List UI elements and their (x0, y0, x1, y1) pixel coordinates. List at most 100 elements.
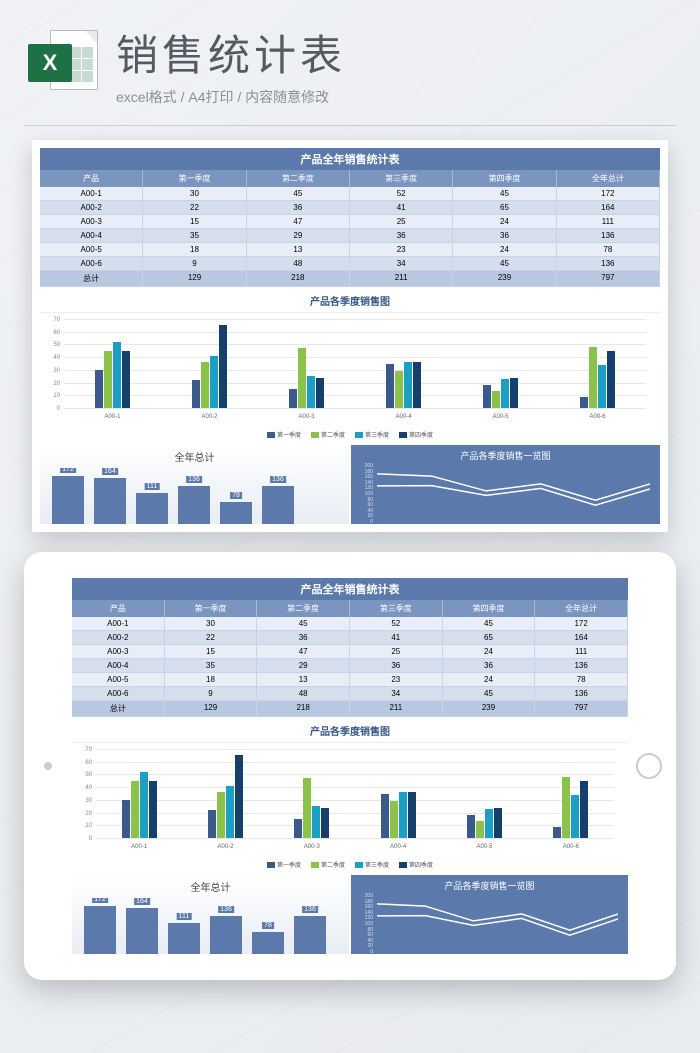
table-cell: 164 (535, 631, 628, 645)
x-tick-label: A00-3 (304, 844, 320, 850)
bar (485, 809, 493, 838)
bar (589, 347, 597, 408)
total-bar-label: 136 (270, 476, 286, 483)
table-cell: 34 (350, 687, 443, 701)
total-bar: 136 (178, 486, 210, 524)
line-chart-svg (377, 466, 650, 522)
table-cell: 211 (350, 701, 443, 717)
bar-chart-legend: 第一季度第二季度第三季度第四季度 (40, 428, 660, 443)
table-cell: A00-5 (72, 673, 165, 687)
bar (201, 362, 209, 408)
line-y-label: 0 (353, 519, 373, 525)
legend-item: 第一季度 (267, 430, 301, 439)
table-header-cell: 第一季度 (143, 170, 246, 187)
bar (510, 378, 518, 409)
bar (321, 808, 329, 839)
table-cell: 29 (257, 659, 350, 673)
y-tick-label: 70 (44, 317, 60, 323)
table-cell: 22 (165, 631, 258, 645)
bar (219, 325, 227, 408)
y-tick-label: 30 (44, 368, 60, 374)
excel-icon-letter: X (28, 44, 72, 82)
preview-tablet: 产品全年销售统计表产品第一季度第二季度第三季度第四季度全年总计A00-13045… (24, 552, 676, 980)
table-cell: 136 (535, 687, 628, 701)
table-header-cell: 第二季度 (257, 600, 350, 617)
total-bar: 172 (52, 476, 84, 524)
table-cell: 45 (443, 617, 536, 631)
total-bar-label: 136 (218, 906, 234, 913)
bar (316, 378, 324, 409)
table-cell: 9 (143, 257, 246, 271)
table-cell: 45 (247, 187, 350, 201)
table-cell: 78 (535, 673, 628, 687)
table-cell: 65 (453, 201, 556, 215)
x-tick-label: A00-6 (589, 414, 605, 420)
y-tick-label: 40 (76, 785, 92, 791)
table-cell: 164 (557, 201, 660, 215)
total-bar: 111 (168, 923, 200, 954)
bar (494, 808, 502, 839)
table-cell: 41 (350, 201, 453, 215)
table-header-cell: 第一季度 (165, 600, 258, 617)
table-cell: 52 (350, 617, 443, 631)
page-header: X 销售统计表 excel格式 / A4打印 / 内容随意修改 (0, 0, 700, 125)
bar (235, 755, 243, 838)
total-bar-label: 172 (92, 898, 108, 903)
table-cell: 35 (143, 229, 246, 243)
table-cell: 34 (350, 257, 453, 271)
table-cell: 172 (557, 187, 660, 201)
line-y-label: 20 (353, 943, 373, 949)
table-cell: 239 (453, 271, 556, 287)
table-row: A00-435293636136 (40, 229, 660, 243)
table-cell: 15 (143, 215, 246, 229)
bar (553, 827, 561, 838)
table-cell: 45 (453, 187, 556, 201)
y-tick-label: 0 (44, 406, 60, 412)
table-cell: 36 (453, 229, 556, 243)
table-row: A00-69483445136 (40, 257, 660, 271)
line-chart: 产品各季度销售一览图020406080100120140160180200 (351, 445, 660, 524)
total-chart-title: 全年总计 (72, 875, 349, 898)
table-cell: 129 (143, 271, 246, 287)
table-cell: 15 (165, 645, 258, 659)
bar (113, 342, 121, 408)
table-cell: A00-1 (72, 617, 165, 631)
total-bar-chart: 全年总计17216411113678136 (40, 445, 349, 524)
line-y-label: 40 (353, 938, 373, 944)
bar-group (169, 319, 250, 408)
table-cell: 52 (350, 187, 453, 201)
bar-group (266, 319, 347, 408)
line-y-label: 160 (353, 474, 373, 480)
table-cell: 9 (165, 687, 258, 701)
table-header-row: 产品第一季度第二季度第三季度第四季度全年总计 (40, 170, 660, 187)
legend-item: 第三季度 (355, 430, 389, 439)
table-cell: A00-1 (40, 187, 143, 201)
table-cell: 36 (350, 229, 453, 243)
table-cell: 218 (247, 271, 350, 287)
line-chart-title: 产品各季度销售一览图 (351, 875, 628, 896)
table-cell: 136 (557, 257, 660, 271)
bar-group (363, 319, 444, 408)
bottom-charts: 全年总计17216411113678136产品各季度销售一览图020406080… (72, 875, 628, 954)
excel-icon: X (28, 30, 98, 100)
legend-swatch (355, 432, 363, 438)
table-title: 产品全年销售统计表 (40, 148, 660, 170)
table-cell: 41 (350, 631, 443, 645)
table-cell: A00-3 (72, 645, 165, 659)
table-cell: A00-5 (40, 243, 143, 257)
bar (395, 371, 403, 408)
bar (571, 795, 579, 838)
bar (390, 801, 398, 838)
bar-chart-plot: 010203040506070A00-1A00-2A00-3A00-4A00-5… (40, 313, 660, 428)
table-cell: 23 (350, 673, 443, 687)
y-tick-label: 60 (44, 330, 60, 336)
table-cell: 797 (535, 701, 628, 717)
total-bar-label: 164 (102, 468, 118, 475)
line-series (377, 904, 618, 930)
total-bar: 78 (220, 502, 252, 524)
legend-item: 第四季度 (399, 860, 433, 869)
line-y-label: 180 (353, 469, 373, 475)
bar-chart-title: 产品各季度销售图 (72, 719, 628, 743)
total-bar-label: 136 (302, 906, 318, 913)
bar (303, 778, 311, 838)
